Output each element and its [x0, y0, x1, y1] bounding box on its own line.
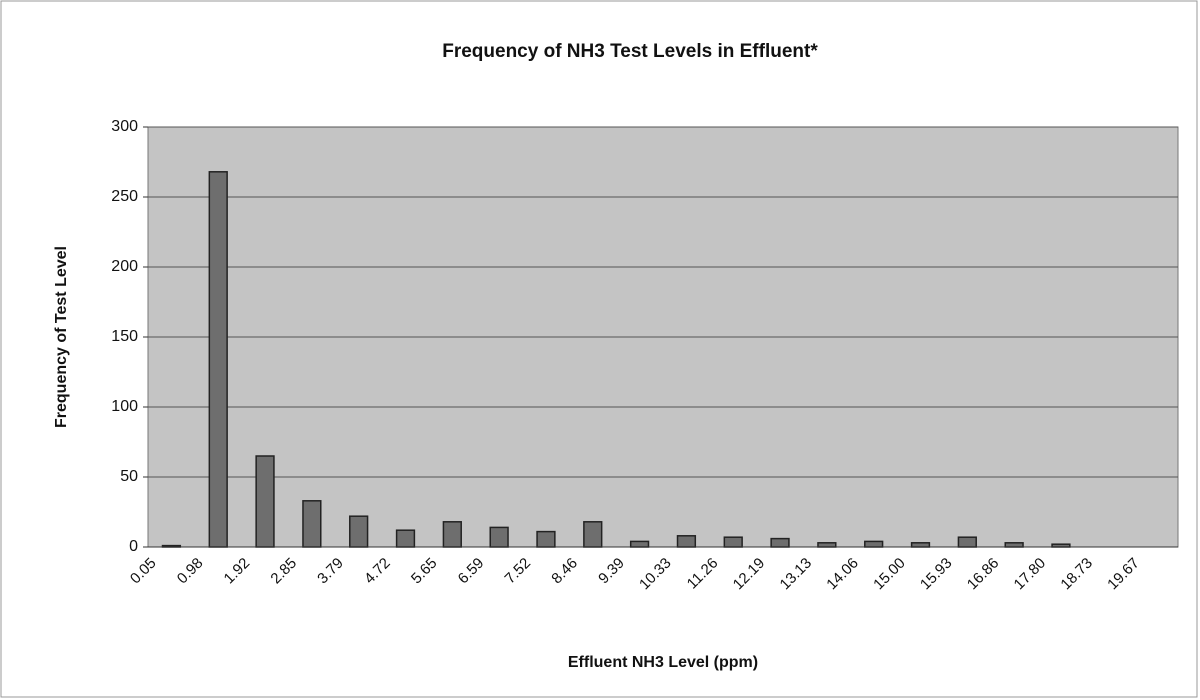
bar	[583, 521, 603, 548]
bar	[817, 542, 837, 548]
bar	[676, 535, 697, 548]
y-tick-label: 50	[120, 468, 138, 485]
y-tick-label: 200	[111, 258, 138, 275]
bar	[208, 171, 228, 548]
bar	[910, 542, 931, 548]
bar	[255, 455, 275, 548]
bar	[864, 540, 884, 548]
bar	[349, 515, 369, 548]
y-tick-label: 250	[111, 188, 138, 205]
bar	[1004, 542, 1024, 548]
bar	[629, 540, 650, 548]
y-tick-label: 150	[111, 328, 138, 345]
bar	[442, 521, 462, 548]
bar	[957, 536, 977, 548]
bar	[770, 537, 790, 548]
y-tick-label: 100	[111, 398, 138, 415]
bar	[536, 530, 556, 548]
x-axis-title: Effluent NH3 Level (ppm)	[568, 654, 758, 671]
y-axis-title: Frequency of Test Level	[53, 246, 70, 428]
chart-title: Frequency of NH3 Test Levels in Effluent…	[442, 41, 818, 62]
y-tick-label: 300	[111, 118, 138, 135]
y-tick-label: 0	[129, 538, 138, 555]
bar	[723, 536, 743, 548]
bar	[489, 526, 509, 548]
bar	[395, 529, 416, 548]
bar	[302, 500, 322, 548]
